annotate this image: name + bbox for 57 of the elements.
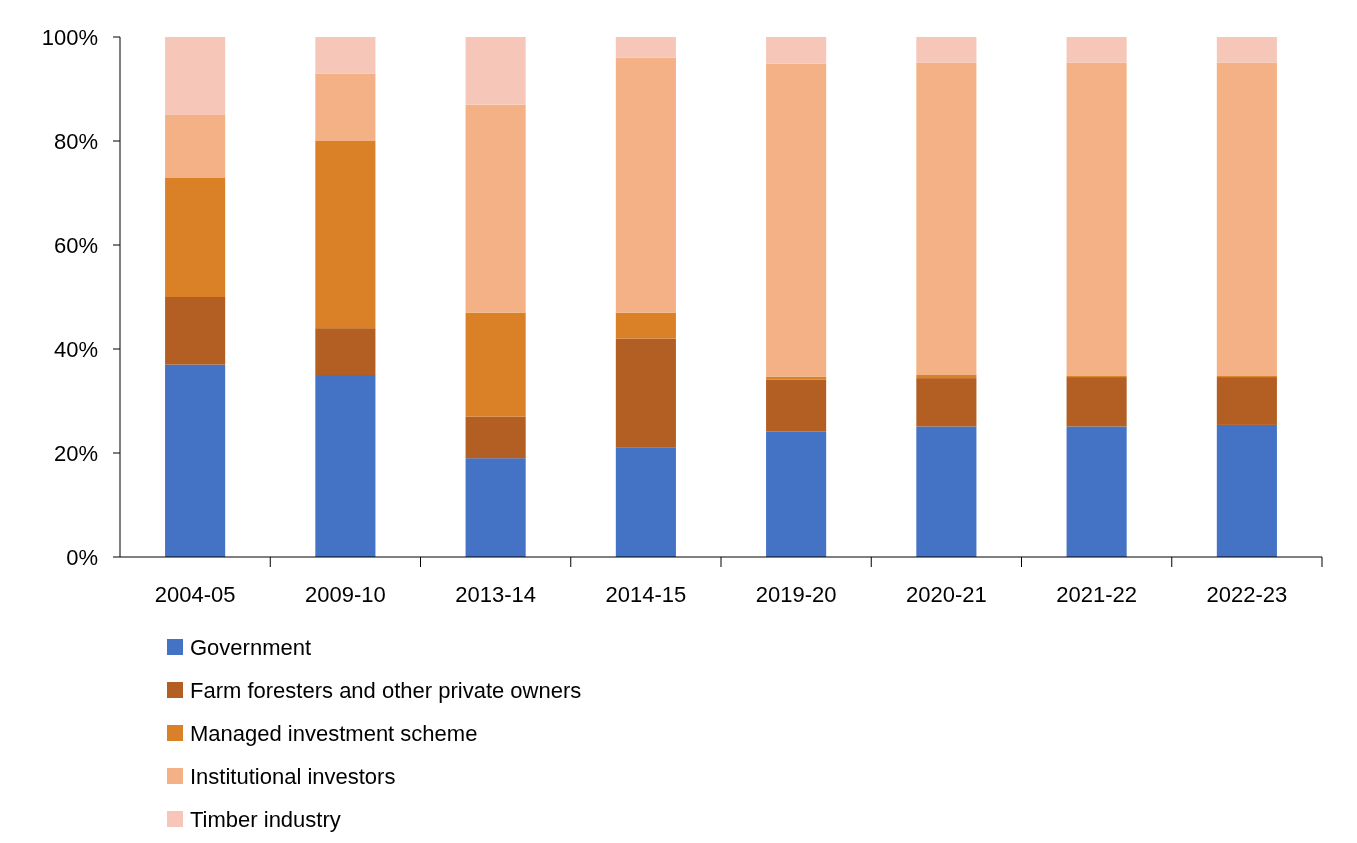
bar	[916, 62, 977, 375]
bar	[465, 416, 526, 459]
bar	[1216, 62, 1277, 377]
legend-label: Government	[190, 634, 312, 660]
bar	[315, 328, 376, 375]
bar	[615, 312, 676, 339]
x-tick-label: 2021-22	[1056, 582, 1137, 607]
x-tick-label: 2009-10	[305, 582, 386, 607]
bar	[465, 458, 526, 557]
bar	[615, 447, 676, 557]
bar	[1066, 377, 1127, 427]
bar	[916, 37, 977, 63]
bar	[165, 364, 226, 557]
bar	[916, 378, 977, 427]
bar	[465, 312, 526, 417]
x-tick-label: 2022-23	[1206, 582, 1288, 607]
bar	[465, 104, 526, 313]
x-tick-label: 2004-05	[154, 582, 236, 607]
y-tick-label: 80%	[53, 128, 98, 154]
bar	[916, 426, 977, 557]
legend-label: Farm foresters and other private owners	[190, 677, 582, 703]
legend-label: Timber industry	[190, 806, 341, 832]
bar	[315, 73, 376, 141]
bar	[615, 37, 676, 58]
y-tick-label: 60%	[53, 232, 98, 258]
bar	[165, 177, 226, 297]
bar	[315, 37, 376, 74]
bar	[465, 37, 526, 105]
bar	[315, 375, 376, 557]
y-tick-label: 20%	[53, 440, 98, 466]
bar	[615, 338, 676, 448]
y-tick-label: 100%	[41, 24, 98, 50]
bar	[165, 115, 226, 178]
bar	[615, 57, 676, 313]
x-tick-label: 2019-20	[755, 582, 837, 607]
bar	[1066, 37, 1127, 63]
bar	[1066, 426, 1127, 557]
bar	[165, 37, 226, 115]
bar	[766, 376, 827, 380]
bar	[766, 431, 827, 557]
bar	[766, 63, 827, 377]
bar	[1216, 377, 1277, 425]
bar	[766, 379, 827, 432]
bar	[916, 375, 977, 379]
legend-label: Institutional investors	[190, 763, 396, 789]
y-tick-label: 0%	[66, 544, 98, 570]
bar	[1066, 62, 1127, 377]
bar	[1216, 37, 1277, 63]
bar	[766, 37, 827, 64]
legend-label: Managed investment scheme	[190, 720, 478, 746]
x-tick-label: 2020-21	[906, 582, 987, 607]
bar	[315, 141, 376, 329]
x-tick-label: 2014-15	[605, 582, 687, 607]
y-tick-label: 40%	[53, 336, 98, 362]
bar	[1216, 424, 1277, 557]
x-tick-label: 2013-14	[455, 582, 536, 607]
bar	[165, 297, 226, 365]
